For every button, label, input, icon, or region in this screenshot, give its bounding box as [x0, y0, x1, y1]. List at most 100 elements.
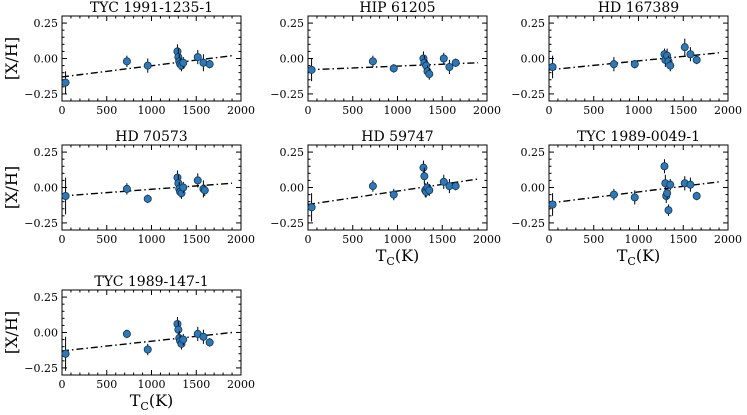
- y-tick-label: −0.25: [511, 217, 545, 230]
- y-tick-label: 0.00: [34, 327, 59, 340]
- data-point: [143, 194, 152, 203]
- plot-frame: [307, 15, 488, 102]
- data-point: [307, 203, 316, 212]
- data-point: [445, 63, 454, 72]
- y-tick-label: 0.25: [34, 146, 59, 159]
- data-point: [199, 332, 208, 341]
- panel-5: HD 59747 0 500 1000 1500 2000 0.25 0.00 −0.25 TC(…: [270, 129, 501, 268]
- y-tick-label: 0.25: [521, 146, 546, 159]
- x-tick-label: 1000: [138, 378, 166, 391]
- data-point: [692, 191, 701, 200]
- x-tick-label: 0: [59, 104, 66, 117]
- x-tick-label: 1500: [182, 233, 210, 246]
- data-point: [368, 57, 377, 66]
- data-point: [205, 60, 214, 69]
- x-tick-label: 500: [342, 104, 363, 117]
- data-point: [420, 172, 429, 181]
- x-tick-label: 2000: [227, 378, 255, 391]
- data-point: [122, 57, 131, 66]
- x-tick-label: 1000: [384, 233, 412, 246]
- x-tick-label: 0: [546, 104, 553, 117]
- y-axis-label: [X/H]: [2, 166, 21, 209]
- data-point: [179, 183, 188, 192]
- y-tick-label: 0.25: [34, 291, 59, 304]
- panel-2: HIP 61205 0 500 1000 1500 2000 0.25 0.00 −0.25: [270, 0, 501, 117]
- data-point: [686, 180, 695, 189]
- x-axis-label-subscript: C: [140, 400, 148, 413]
- data-point: [680, 43, 689, 52]
- data-point: [666, 180, 675, 189]
- x-tick-label: 1500: [182, 104, 210, 117]
- data-point: [451, 182, 460, 191]
- panel-title: TYC 1991-1235-1: [90, 0, 213, 16]
- data-point: [193, 53, 202, 62]
- plot-frame: [61, 289, 242, 376]
- data-point: [692, 55, 701, 64]
- panel-6: TYC 1989-0049-1 0 500 1000 1500 2000 0.25 0.00 −…: [511, 129, 742, 268]
- plot-frame: [548, 15, 729, 102]
- plot-frame: [61, 144, 242, 231]
- data-point: [548, 63, 557, 72]
- plot-frame: [307, 144, 488, 231]
- data-point: [548, 200, 557, 209]
- data-point: [143, 61, 152, 70]
- data-point: [666, 61, 675, 70]
- x-tick-label: 1000: [138, 104, 166, 117]
- data-point: [61, 78, 70, 87]
- data-point: [179, 335, 188, 344]
- data-point: [200, 186, 209, 195]
- x-axis-label-subscript: C: [627, 255, 635, 268]
- x-tick-label: 2000: [227, 233, 255, 246]
- x-tick-label: 1500: [428, 104, 456, 117]
- panel-1: TYC 1991-1235-1 0 500 1000 1500 2000 0.25 0.00 −…: [2, 0, 255, 117]
- data-point: [122, 184, 131, 193]
- data-point: [368, 182, 377, 191]
- data-point: [686, 50, 695, 59]
- x-tick-label: 1000: [625, 233, 653, 246]
- x-tick-label: 500: [96, 233, 117, 246]
- y-tick-label: 0.25: [34, 17, 59, 30]
- y-tick-label: 0.25: [280, 146, 305, 159]
- x-tick-label: 0: [305, 104, 312, 117]
- data-point: [425, 70, 434, 79]
- data-point: [307, 65, 316, 74]
- x-tick-label: 1500: [182, 378, 210, 391]
- x-tick-label: 2000: [227, 104, 255, 117]
- x-tick-label: 500: [342, 233, 363, 246]
- data-point: [419, 163, 428, 172]
- y-tick-label: 0.00: [280, 182, 305, 195]
- y-axis-label: [X/H]: [2, 311, 21, 354]
- data-point: [61, 349, 70, 358]
- panel-title: HIP 61205: [359, 0, 435, 16]
- y-tick-label: 0.00: [34, 182, 59, 195]
- panel-4: HD 70573 0 500 1000 1500 2000 0.25 0.00 −0.25[X/…: [2, 129, 255, 246]
- data-point: [389, 190, 398, 199]
- x-tick-label: 500: [96, 378, 117, 391]
- data-point: [205, 338, 214, 347]
- data-point: [193, 176, 202, 185]
- y-tick-label: −0.25: [24, 88, 58, 101]
- x-tick-label: 0: [59, 378, 66, 391]
- data-point: [451, 58, 460, 67]
- data-point: [143, 345, 152, 354]
- x-axis-label-unit: (K): [636, 246, 660, 265]
- x-axis-label: TC(K): [130, 391, 174, 413]
- panel-7: TYC 1989-147-1 0 500 1000 1500 2000 0.25 0.00 −0…: [2, 274, 255, 413]
- data-point: [439, 54, 448, 63]
- data-point: [122, 329, 131, 338]
- data-point: [664, 206, 673, 215]
- x-tick-label: 1500: [669, 104, 697, 117]
- y-tick-label: 0.00: [521, 53, 546, 66]
- data-point: [630, 60, 639, 69]
- x-tick-label: 1500: [669, 233, 697, 246]
- y-tick-label: −0.25: [511, 88, 545, 101]
- x-axis-label-main: T: [130, 391, 141, 410]
- x-axis-label-unit: (K): [395, 246, 419, 265]
- y-tick-label: 0.00: [280, 53, 305, 66]
- x-axis-label: TC(K): [617, 246, 661, 268]
- panel-title: TYC 1989-0049-1: [577, 129, 700, 145]
- y-tick-label: −0.25: [270, 88, 304, 101]
- panel-title: HD 167389: [598, 0, 679, 16]
- plot-frame: [61, 15, 242, 102]
- x-tick-label: 1000: [384, 104, 412, 117]
